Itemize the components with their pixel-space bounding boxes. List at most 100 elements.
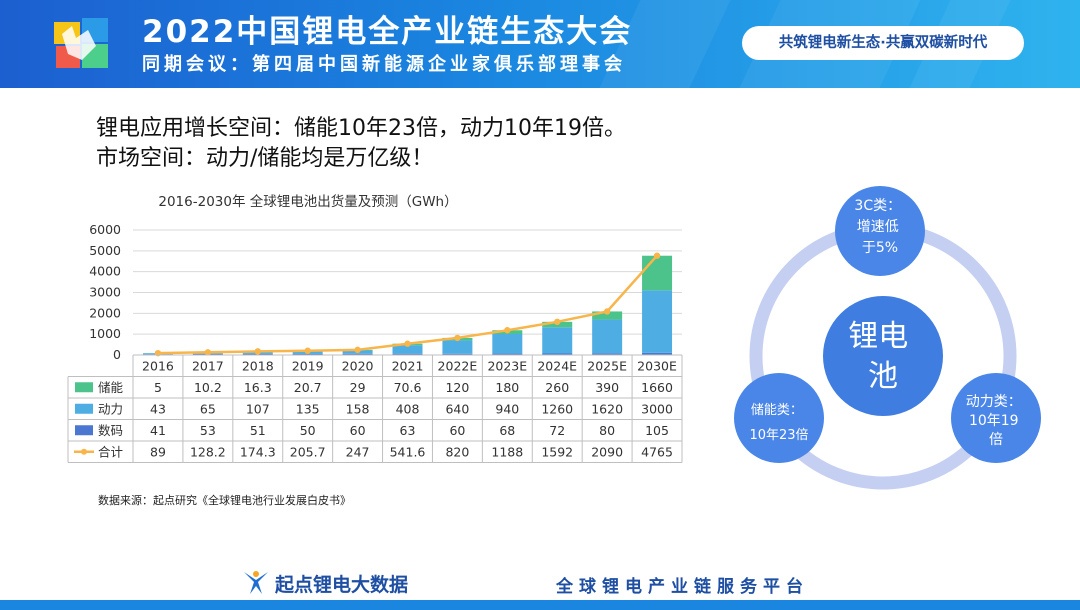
data-table-cell: 128.2 xyxy=(190,444,226,459)
data-table-cell: 120 xyxy=(445,380,469,395)
data-table-cell: 180 xyxy=(495,380,519,395)
data-table-cell: 1660 xyxy=(641,380,673,395)
bar-segment xyxy=(292,353,323,355)
data-table-cell: 20.7 xyxy=(294,380,322,395)
battery-shipment-chart: 2016-2030年 全球锂电池出货量及预测（GWh） 0 1000 2000 3000… xyxy=(67,193,683,463)
data-table-cell: 820 xyxy=(445,444,469,459)
consumer-3c-circle xyxy=(835,186,925,276)
x-tick-label: 2023E xyxy=(487,358,527,373)
data-table-cell: 10.2 xyxy=(194,380,222,395)
data-table-cell: 16.3 xyxy=(244,380,272,395)
bar-segment xyxy=(642,352,673,355)
headline-growth: 锂电应用增长空间：储能10年23倍，动力10年19倍。 xyxy=(96,116,626,141)
x-tick-label: 2018 xyxy=(242,358,274,373)
legend-label: 动力 xyxy=(98,401,123,416)
y-tick-label: 3000 xyxy=(89,285,121,300)
data-table-cell: 50 xyxy=(300,423,316,438)
data-table-cell: 70.6 xyxy=(394,380,422,395)
brand-logo-icon xyxy=(244,571,268,594)
legend-label: 储能 xyxy=(98,380,124,395)
storage-label: 储能类： 10年23倍 xyxy=(749,403,808,443)
data-table-cell: 41 xyxy=(150,423,166,438)
x-tick-label: 2025E xyxy=(587,358,627,373)
y-tick-label: 0 xyxy=(113,347,121,362)
bar-segment xyxy=(642,255,673,291)
data-table-cell: 135 xyxy=(296,401,320,416)
data-table-cell: 51 xyxy=(250,423,266,438)
total-point xyxy=(404,340,411,347)
data-table-cell: 174.3 xyxy=(240,444,276,459)
conference-subtitle: 同期会议：第四届中国新能源企业家俱乐部理事会 xyxy=(142,54,626,75)
bar-segment xyxy=(592,353,623,355)
data-table-cell: 5 xyxy=(154,380,162,395)
bar-segment xyxy=(392,353,423,355)
data-table-cell: 107 xyxy=(246,401,270,416)
data-table-cell: 60 xyxy=(350,423,366,438)
data-table-cell: 72 xyxy=(549,423,565,438)
conference-logo-icon xyxy=(54,18,108,68)
center-label: 锂电 池 xyxy=(848,319,918,394)
y-tick-label: 4000 xyxy=(89,264,121,279)
headline-market: 市场空间：动力/储能均是万亿级！ xyxy=(96,146,434,171)
x-tick-label: 2020 xyxy=(342,358,374,373)
data-table-cell: 640 xyxy=(445,401,469,416)
data-table-cell: 1620 xyxy=(591,401,623,416)
y-tick-label: 5000 xyxy=(89,243,121,258)
legend-key xyxy=(75,425,93,436)
total-point xyxy=(454,334,461,342)
data-table-cell: 80 xyxy=(599,423,615,438)
data-table-cell: 1592 xyxy=(541,444,573,459)
data-table-cell: 29 xyxy=(350,380,366,395)
header-banner: 2022中国锂电全产业链生态大会 同期会议：第四届中国新能源企业家俱乐部理事会 … xyxy=(0,0,1080,88)
bar-segment xyxy=(442,353,473,355)
footer-platform: 全球锂电产业链服务平台 xyxy=(556,577,809,597)
legend-key xyxy=(75,403,93,414)
bar-segment xyxy=(642,290,673,353)
legend-label: 合计 xyxy=(98,444,123,459)
total-point xyxy=(653,252,661,259)
data-table-cell: 3000 xyxy=(641,401,673,416)
bar-segment xyxy=(392,345,423,354)
bottom-bar xyxy=(0,600,1080,610)
bar-segment xyxy=(342,353,373,355)
x-tick-label: 2016 xyxy=(142,358,174,373)
storage-circle xyxy=(734,373,824,463)
data-table-cell: 4765 xyxy=(641,444,673,459)
bar-segment xyxy=(492,334,523,354)
bar-segment xyxy=(492,353,523,355)
data-table-cell: 65 xyxy=(200,401,216,416)
total-point xyxy=(603,308,611,315)
segment-diagram: 锂电 池 3C类： 增速低 于5% 储能类： 10年23倍 动力类： 10年19… xyxy=(734,186,1041,490)
x-tick-label: 2021 xyxy=(392,358,424,373)
total-point xyxy=(354,346,361,354)
data-table-cell: 105 xyxy=(645,423,669,438)
data-table-cell: 43 xyxy=(150,401,166,416)
source-note: 数据来源：起点研究《全球锂电池行业发展白皮书》 xyxy=(98,494,351,507)
conference-title: 2022中国锂电全产业链生态大会 xyxy=(142,14,633,50)
data-table-cell: 60 xyxy=(449,423,465,438)
data-table-cell: 53 xyxy=(200,423,216,438)
legend-key xyxy=(81,448,87,455)
data-table-cell: 1188 xyxy=(491,444,523,459)
consumer-3c-label: 3C类： 增速低 于5% xyxy=(854,198,905,256)
data-table-cell: 2090 xyxy=(591,444,623,459)
legend-label: 数码 xyxy=(98,423,123,438)
total-point xyxy=(304,347,311,354)
power-circle xyxy=(951,373,1041,463)
total-point xyxy=(554,318,561,326)
total-point xyxy=(254,348,261,355)
footer-brand: 起点锂电大数据 xyxy=(275,574,409,596)
data-table-cell: 260 xyxy=(545,380,569,395)
total-line xyxy=(157,254,658,355)
y-tick-label: 2000 xyxy=(89,305,121,320)
y-tick-label: 1000 xyxy=(89,326,121,341)
data-table-cell: 408 xyxy=(396,401,420,416)
total-point xyxy=(204,349,212,356)
data-table-cell: 940 xyxy=(495,401,519,416)
bar-segment xyxy=(592,319,623,354)
x-tick-label: 2022E xyxy=(438,358,478,373)
x-tick-label: 2019 xyxy=(292,358,324,373)
data-table-cell: 541.6 xyxy=(390,444,426,459)
data-table-cell: 247 xyxy=(346,444,370,459)
power-label: 动力类： 10年19 倍 xyxy=(966,394,1026,448)
